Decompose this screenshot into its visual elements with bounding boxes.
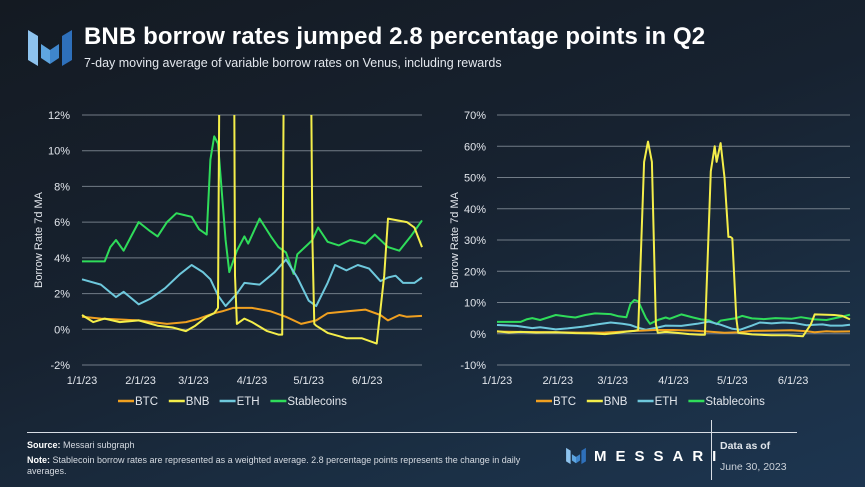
note-label: Note: (27, 455, 50, 465)
x-tick-label: 3/1/23 (597, 375, 628, 387)
x-tick-label: 4/1/23 (658, 375, 689, 387)
x-tick-label: 3/1/23 (178, 375, 209, 387)
y-tick-label: 50% (464, 173, 486, 185)
series-line-eth (81, 258, 423, 308)
source-label: Source: (27, 440, 61, 450)
y-tick-label: 8% (54, 181, 70, 193)
x-tick-label: 6/1/23 (352, 375, 383, 387)
messari-mark-icon (566, 447, 586, 465)
x-tick-label: 1/1/23 (67, 375, 98, 387)
brand-wordmark: MESSARI (594, 447, 726, 465)
y-tick-label: 40% (464, 204, 486, 216)
y-tick-label: 20% (464, 266, 486, 278)
y-tick-label: 12% (48, 110, 70, 122)
x-tick-label: 4/1/23 (237, 375, 268, 387)
legend-label-stablecoins: Stablecoins (705, 396, 765, 408)
x-tick-label: 2/1/23 (125, 375, 156, 387)
x-tick-label: 2/1/23 (542, 375, 573, 387)
legend-label-bnb: BNB (186, 396, 210, 408)
y-axis-label: Borrow Rate 7d MA (449, 191, 461, 288)
footer-divider (27, 432, 797, 433)
x-tick-label: 5/1/23 (717, 375, 748, 387)
legend-label-stablecoins: Stablecoins (287, 396, 347, 408)
y-tick-label: -10% (460, 360, 486, 372)
legend-label-eth: ETH (655, 396, 678, 408)
source-line: Source: Messari subgraph (27, 440, 135, 450)
legend-label-eth: ETH (237, 396, 260, 408)
messari-logo-icon (28, 30, 72, 66)
y-tick-label: 0% (54, 324, 70, 336)
y-tick-label: 2% (54, 289, 70, 301)
series-line-bnb (81, 115, 423, 345)
y-tick-label: 60% (464, 141, 486, 153)
data-as-of-label: Data as of (720, 440, 771, 452)
x-tick-label: 1/1/23 (482, 375, 513, 387)
legend-label-btc: BTC (553, 396, 576, 408)
x-tick-label: 6/1/23 (778, 375, 809, 387)
y-tick-label: 10% (48, 146, 70, 158)
y-tick-label: 10% (464, 298, 486, 310)
note-line: Note: Stablecoin borrow rates are repres… (27, 455, 547, 477)
x-tick-label: 5/1/23 (293, 375, 324, 387)
y-tick-label: -2% (50, 360, 70, 372)
note-text: Stablecoin borrow rates are represented … (27, 455, 521, 476)
messari-brand: MESSARI (566, 444, 725, 468)
y-tick-label: 70% (464, 110, 486, 122)
series-line-stablecoins (82, 135, 423, 275)
chart-title: BNB borrow rates jumped 2.8 percentage p… (84, 23, 706, 50)
series-line-btc (81, 306, 423, 325)
y-tick-label: 6% (54, 217, 70, 229)
legend-label-bnb: BNB (604, 396, 628, 408)
y-tick-label: 4% (54, 253, 70, 265)
series-line-eth (496, 320, 851, 331)
y-tick-label: 0% (470, 329, 486, 341)
chart-subtitle: 7-day moving average of variable borrow … (84, 56, 502, 70)
series-line-bnb (496, 140, 851, 338)
footer-vertical-divider (711, 420, 712, 480)
series-line-stablecoins (497, 299, 851, 326)
y-axis-label: Borrow Rate 7d MA (33, 191, 45, 288)
y-tick-label: 30% (464, 235, 486, 247)
source-text: Messari subgraph (60, 440, 135, 450)
data-as-of-date: June 30, 2023 (720, 461, 787, 473)
legend-label-btc: BTC (135, 396, 158, 408)
